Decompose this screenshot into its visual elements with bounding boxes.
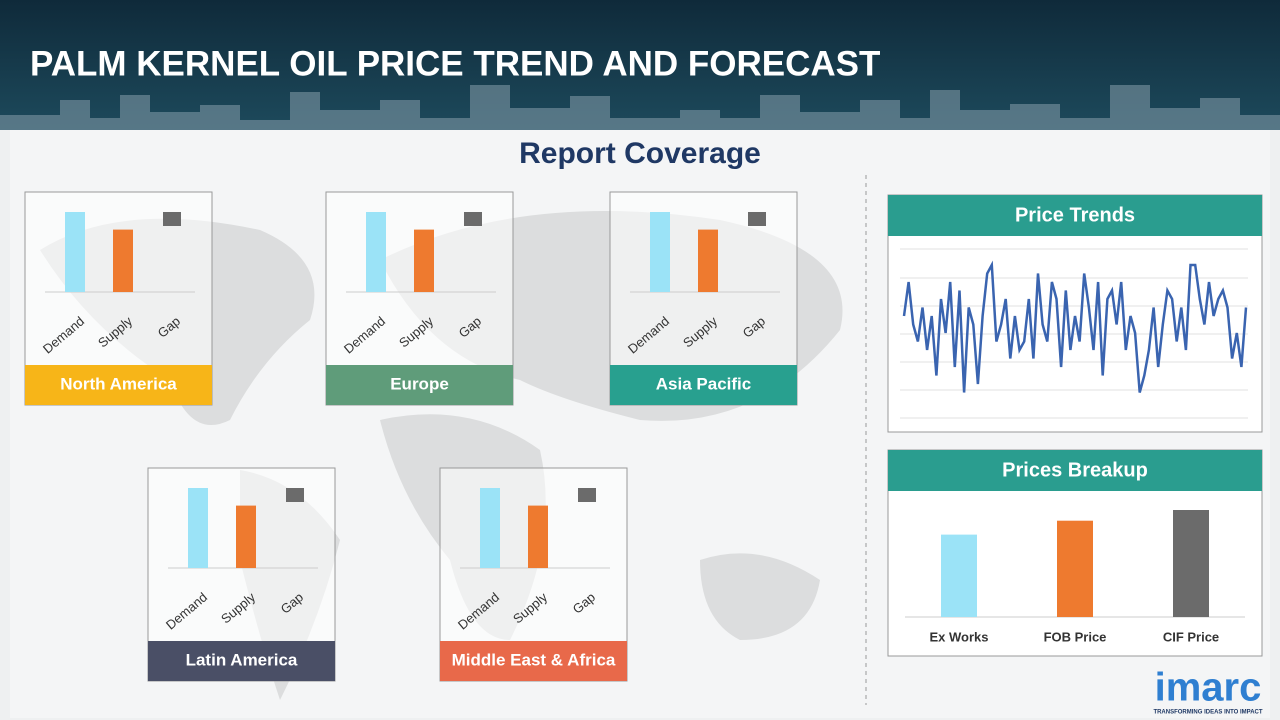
bar: [414, 229, 434, 292]
gap-marker: [578, 488, 596, 502]
gap-marker: [286, 488, 304, 502]
trend-grid: [900, 248, 1248, 419]
bar: [528, 505, 548, 568]
map-australia: [700, 553, 820, 640]
bar: [1057, 520, 1093, 617]
bar: [236, 505, 256, 568]
title: PALM KERNEL OIL PRICE TREND AND FORECAST: [30, 44, 880, 83]
logo-tagline: TRANSFORMING IDEAS INTO IMPACT: [1153, 710, 1262, 716]
breakup-title: Prices Breakup: [1002, 459, 1148, 481]
region-label-bg: [440, 641, 627, 681]
bar: [1173, 510, 1209, 617]
region-label-bg: [326, 365, 513, 405]
category-label: Ex Works: [929, 629, 988, 644]
bar: [941, 534, 977, 617]
skyline: [0, 85, 1280, 130]
trend-line: [902, 260, 1248, 393]
bar: [65, 212, 85, 292]
region-label: Europe: [390, 374, 449, 393]
breakup-header: [888, 450, 1262, 491]
region-label-bg: [610, 365, 797, 405]
category-label: CIF Price: [1163, 629, 1219, 644]
bar: [113, 229, 133, 292]
category-label: FOB Price: [1044, 629, 1107, 644]
trend-title: Price Trends: [1015, 204, 1135, 226]
bar: [366, 212, 386, 292]
logo-name: imarc: [1155, 666, 1262, 710]
bar: [480, 488, 500, 568]
region-label: Latin America: [186, 650, 298, 669]
bar: [188, 488, 208, 568]
bar: [650, 212, 670, 292]
region-label-bg: [25, 365, 212, 405]
bar: [698, 229, 718, 292]
region-label-bg: [148, 641, 335, 681]
gap-marker: [163, 212, 181, 226]
region-label: Middle East & Africa: [452, 650, 616, 669]
section-title: Report Coverage: [519, 137, 761, 170]
trend-header: [888, 195, 1262, 236]
gap-marker: [748, 212, 766, 226]
region-label: Asia Pacific: [656, 374, 751, 393]
region-label: North America: [60, 374, 177, 393]
gap-marker: [464, 212, 482, 226]
